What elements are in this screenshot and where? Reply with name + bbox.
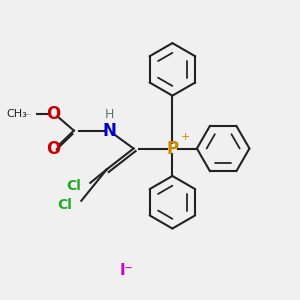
Text: Cl: Cl	[66, 179, 81, 193]
Text: I⁻: I⁻	[119, 263, 133, 278]
Text: H: H	[105, 108, 114, 121]
Text: P: P	[166, 140, 178, 158]
Text: CH₃: CH₃	[7, 109, 28, 119]
Text: Cl: Cl	[58, 198, 72, 212]
Text: O: O	[46, 140, 60, 158]
Text: +: +	[181, 133, 190, 142]
Text: methoxy: methoxy	[26, 113, 32, 115]
Text: O: O	[46, 105, 60, 123]
Text: N: N	[103, 122, 117, 140]
